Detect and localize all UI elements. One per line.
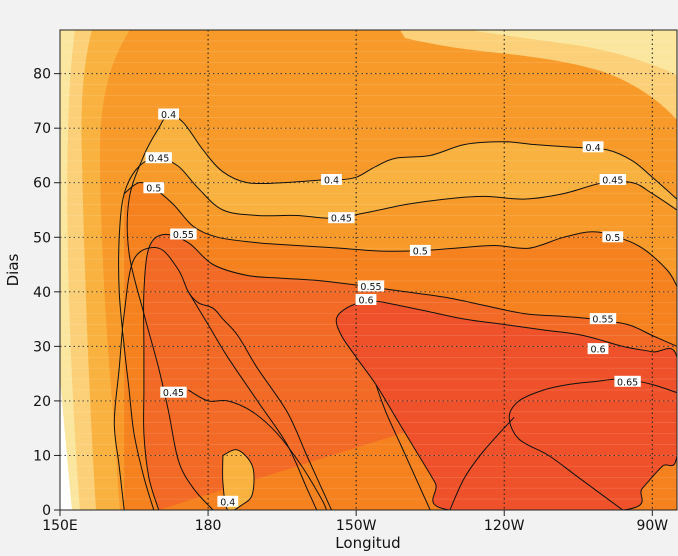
- x-tick-label: 150E: [42, 518, 78, 534]
- y-tick-label: 20: [33, 394, 51, 410]
- contour-label: 0.4: [583, 141, 604, 154]
- contour-label: 0.6: [356, 294, 377, 307]
- x-tick-label: 180: [195, 518, 222, 534]
- contour-label: 0.45: [600, 174, 626, 187]
- contour-label-text: 0.5: [413, 246, 428, 257]
- contour-label: 0.45: [328, 212, 354, 225]
- y-tick-label: 0: [42, 503, 51, 519]
- x-tick-label: 120W: [484, 518, 525, 534]
- x-tick-label: 90W: [636, 518, 668, 534]
- y-axis-label: Dias: [4, 253, 22, 286]
- contour-label-text: 0.5: [605, 233, 620, 244]
- y-tick-label: 70: [33, 121, 51, 137]
- y-tick-label: 30: [33, 339, 51, 355]
- contour-label: 0.55: [358, 280, 384, 293]
- contour-label-text: 0.55: [592, 315, 613, 326]
- contour-label: 0.65: [614, 376, 640, 389]
- contour-label-text: 0.4: [161, 110, 176, 121]
- contour-label-text: 0.4: [324, 176, 339, 187]
- x-axis-label: Longitud: [335, 534, 400, 552]
- contour-label: 0.5: [602, 231, 623, 244]
- y-tick-label: 40: [33, 285, 51, 301]
- contour-label-text: 0.45: [602, 176, 623, 187]
- contour-label-text: 0.6: [590, 345, 605, 356]
- contour-label: 0.45: [160, 387, 186, 400]
- y-tick-label: 10: [33, 449, 51, 465]
- y-tick-label: 50: [33, 230, 51, 246]
- y-tick-label: 80: [33, 67, 51, 83]
- contour-label: 0.5: [410, 245, 431, 258]
- contour-label: 0.4: [321, 174, 342, 187]
- contour-label-text: 0.65: [617, 377, 638, 388]
- contour-label-text: 0.55: [360, 282, 381, 293]
- contour-label: 0.4: [158, 109, 179, 122]
- contour-label: 0.55: [170, 229, 196, 242]
- contour-label-text: 0.45: [163, 388, 184, 399]
- contour-label-text: 0.55: [173, 230, 194, 241]
- contour-label-text: 0.4: [220, 497, 235, 508]
- contour-label: 0.4: [217, 496, 238, 509]
- contour-label-text: 0.6: [358, 296, 373, 307]
- contour-label: 0.5: [143, 182, 164, 195]
- contour-label: 0.45: [146, 152, 172, 165]
- y-tick-label: 60: [33, 176, 51, 192]
- contour-label-text: 0.45: [148, 154, 169, 165]
- contour-label-text: 0.45: [331, 214, 352, 225]
- contour-label: 0.6: [588, 343, 609, 356]
- x-tick-label: 150W: [336, 518, 377, 534]
- contour-label-text: 0.5: [146, 184, 161, 195]
- contour-label: 0.55: [590, 313, 616, 326]
- contour-label-text: 0.4: [586, 143, 601, 154]
